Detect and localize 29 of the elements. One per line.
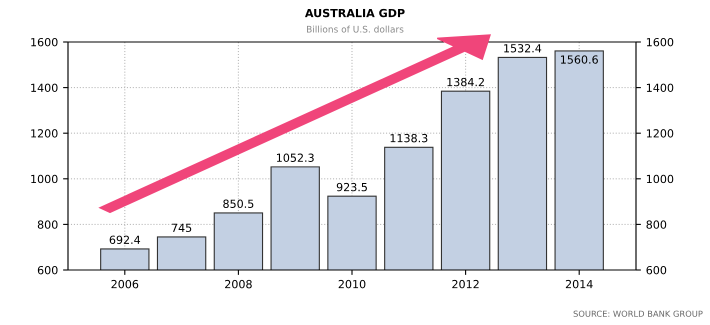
y-tick-label: 1200 [31,129,58,138]
data-label: 1138.3 [390,134,428,142]
y-tick-label: 600 [38,266,58,274]
x-tick-label: 2012 [452,280,479,288]
data-label: 923.5 [336,182,367,192]
y2-tick-label: 800 [646,220,666,229]
y-tick-label: 1400 [31,84,58,92]
data-label: 850.5 [223,200,254,208]
x-tick-label: 2010 [338,280,366,288]
y2-tick-label: 1000 [646,174,674,184]
y-tick-label: 800 [38,220,58,229]
x-tick-label: 2008 [225,280,252,288]
data-label: 692.4 [110,236,140,244]
data-label: 745 [172,224,192,232]
y-tick-label: 1000 [31,174,58,184]
y2-tick-label: 1200 [646,129,674,138]
data-label: 1384.2 [447,78,484,86]
x-tick-label: 2014 [566,280,593,288]
data-label: 1532.4 [504,44,542,52]
source-note: SOURCE: WORLD BANK GROUP [574,310,703,317]
chart-subtitle: Billions of U.S. dollars [306,26,404,33]
y2-tick-label: 600 [646,266,666,274]
y-tick-label: 1600 [31,38,58,46]
chart-title: AUSTRALIA GDP [304,8,405,18]
data-label: 1560.6 [560,55,598,64]
y2-tick-label: 1400 [646,84,674,92]
y2-tick-label: 1600 [646,38,674,46]
x-tick-label: 2006 [111,280,138,288]
data-label: 1052.3 [276,154,314,162]
